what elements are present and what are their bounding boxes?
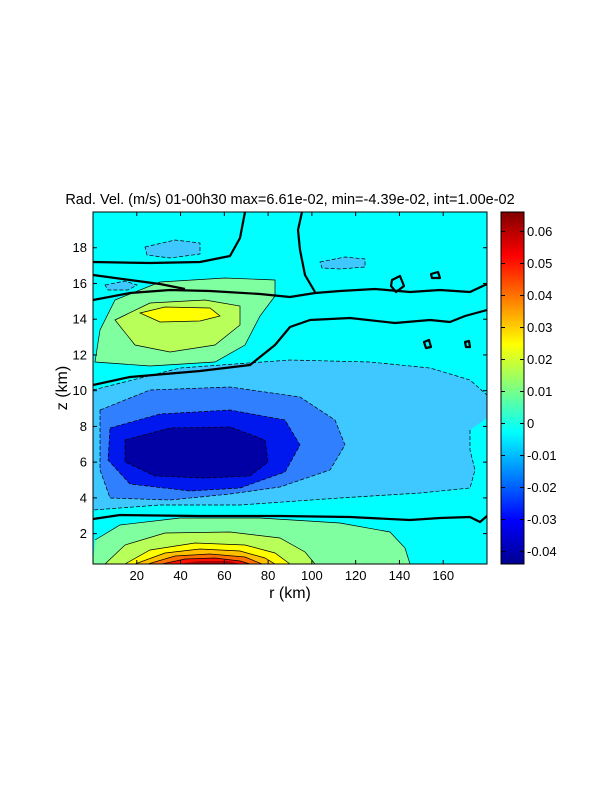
- colorbar-tick-label: -0.03: [527, 512, 557, 527]
- zero-contour-line: [93, 283, 487, 302]
- x-tick-label: 140: [389, 568, 411, 583]
- contour-line-neg: [124, 426, 269, 479]
- x-tick-label: 100: [301, 568, 323, 583]
- contour-fill-neg-0.01: [145, 240, 200, 258]
- y-tick-label: 14: [73, 312, 87, 327]
- zero-contour-line: [93, 513, 487, 524]
- contour-line-pos: [94, 277, 276, 367]
- y-tick-label: 12: [73, 347, 87, 362]
- x-tick-label: 120: [345, 568, 367, 583]
- y-axis: 2 4 6 8 10 12 14 16 18: [73, 240, 487, 541]
- y-tick-label: 2: [80, 526, 87, 541]
- x-tick-label: 40: [173, 568, 187, 583]
- x-tick-label: 60: [217, 568, 231, 583]
- zero-contour-line: [463, 339, 472, 349]
- x-tick-label: 80: [261, 568, 275, 583]
- colorbar-tick-label: 0: [527, 416, 534, 431]
- plot-area: [93, 212, 487, 564]
- x-tick-label: 20: [130, 568, 144, 583]
- contour-lines-thin: [93, 239, 487, 564]
- y-tick-label: 8: [80, 419, 87, 434]
- zero-contour-line: [93, 308, 487, 387]
- zero-contour-line: [429, 270, 442, 280]
- colorbar-tick-label: 0.02: [527, 352, 552, 367]
- zero-contour-line: [422, 338, 433, 350]
- y-tick-label: 10: [73, 383, 87, 398]
- contour-line-neg: [107, 409, 301, 492]
- colorbar-tick-label: -0.04: [527, 544, 557, 559]
- colorbar-axis: 0.06 0.05 0.04 0.03 0.02 0.01 0 -0.01 -0.02 -0.03…: [501, 224, 557, 559]
- x-axis: 20 40 60 80 100 120 140 160: [130, 212, 454, 583]
- y-tick-label: 4: [80, 490, 87, 505]
- x-axis-label: r (km): [269, 585, 311, 602]
- chart-title: Rad. Vel. (m/s) 01-00h30 max=6.61e-02, m…: [65, 192, 514, 208]
- colorbar-tick-label: 0.04: [527, 288, 552, 303]
- contour-line-pos: [104, 531, 316, 564]
- y-tick-label: 16: [73, 276, 87, 291]
- contour-line-neg: [99, 386, 346, 501]
- colorbar-tick-label: 0.06: [527, 224, 552, 239]
- x-tick-label: 160: [432, 568, 454, 583]
- y-tick-label: 6: [80, 455, 87, 470]
- contour-line-neg: [93, 359, 487, 511]
- colorbar-tick-label: 0.05: [527, 256, 552, 271]
- contour-fill-neg-0.04: [125, 427, 268, 478]
- contour-line-pos: [138, 306, 221, 323]
- colorbar: [500, 211, 525, 565]
- contour-fill-neg-0.01: [320, 257, 365, 269]
- zero-contours: [93, 212, 487, 524]
- colorbar-tick-label: -0.02: [527, 480, 557, 495]
- contour-fill-neg-0.01: [105, 281, 137, 290]
- contour-line-pos: [94, 517, 411, 564]
- contour-fill-pos-0.02: [140, 307, 220, 322]
- colorbar-tick-label: 0.03: [527, 320, 552, 335]
- plot-frame: [92, 211, 488, 565]
- zero-contour-line: [296, 212, 316, 293]
- y-axis-label: z (km): [54, 366, 71, 410]
- colorbar-tick-label: -0.01: [527, 448, 557, 463]
- zero-contour-line: [93, 212, 247, 265]
- zero-contour-line: [389, 274, 406, 294]
- contour-line-pos: [124, 542, 291, 564]
- colorbar-tick-label: 0.01: [527, 384, 552, 399]
- zero-contour-line: [93, 273, 186, 291]
- contour-line-pos: [114, 299, 241, 353]
- y-tick-label: 18: [73, 240, 87, 255]
- contour-line-neg: [104, 239, 366, 291]
